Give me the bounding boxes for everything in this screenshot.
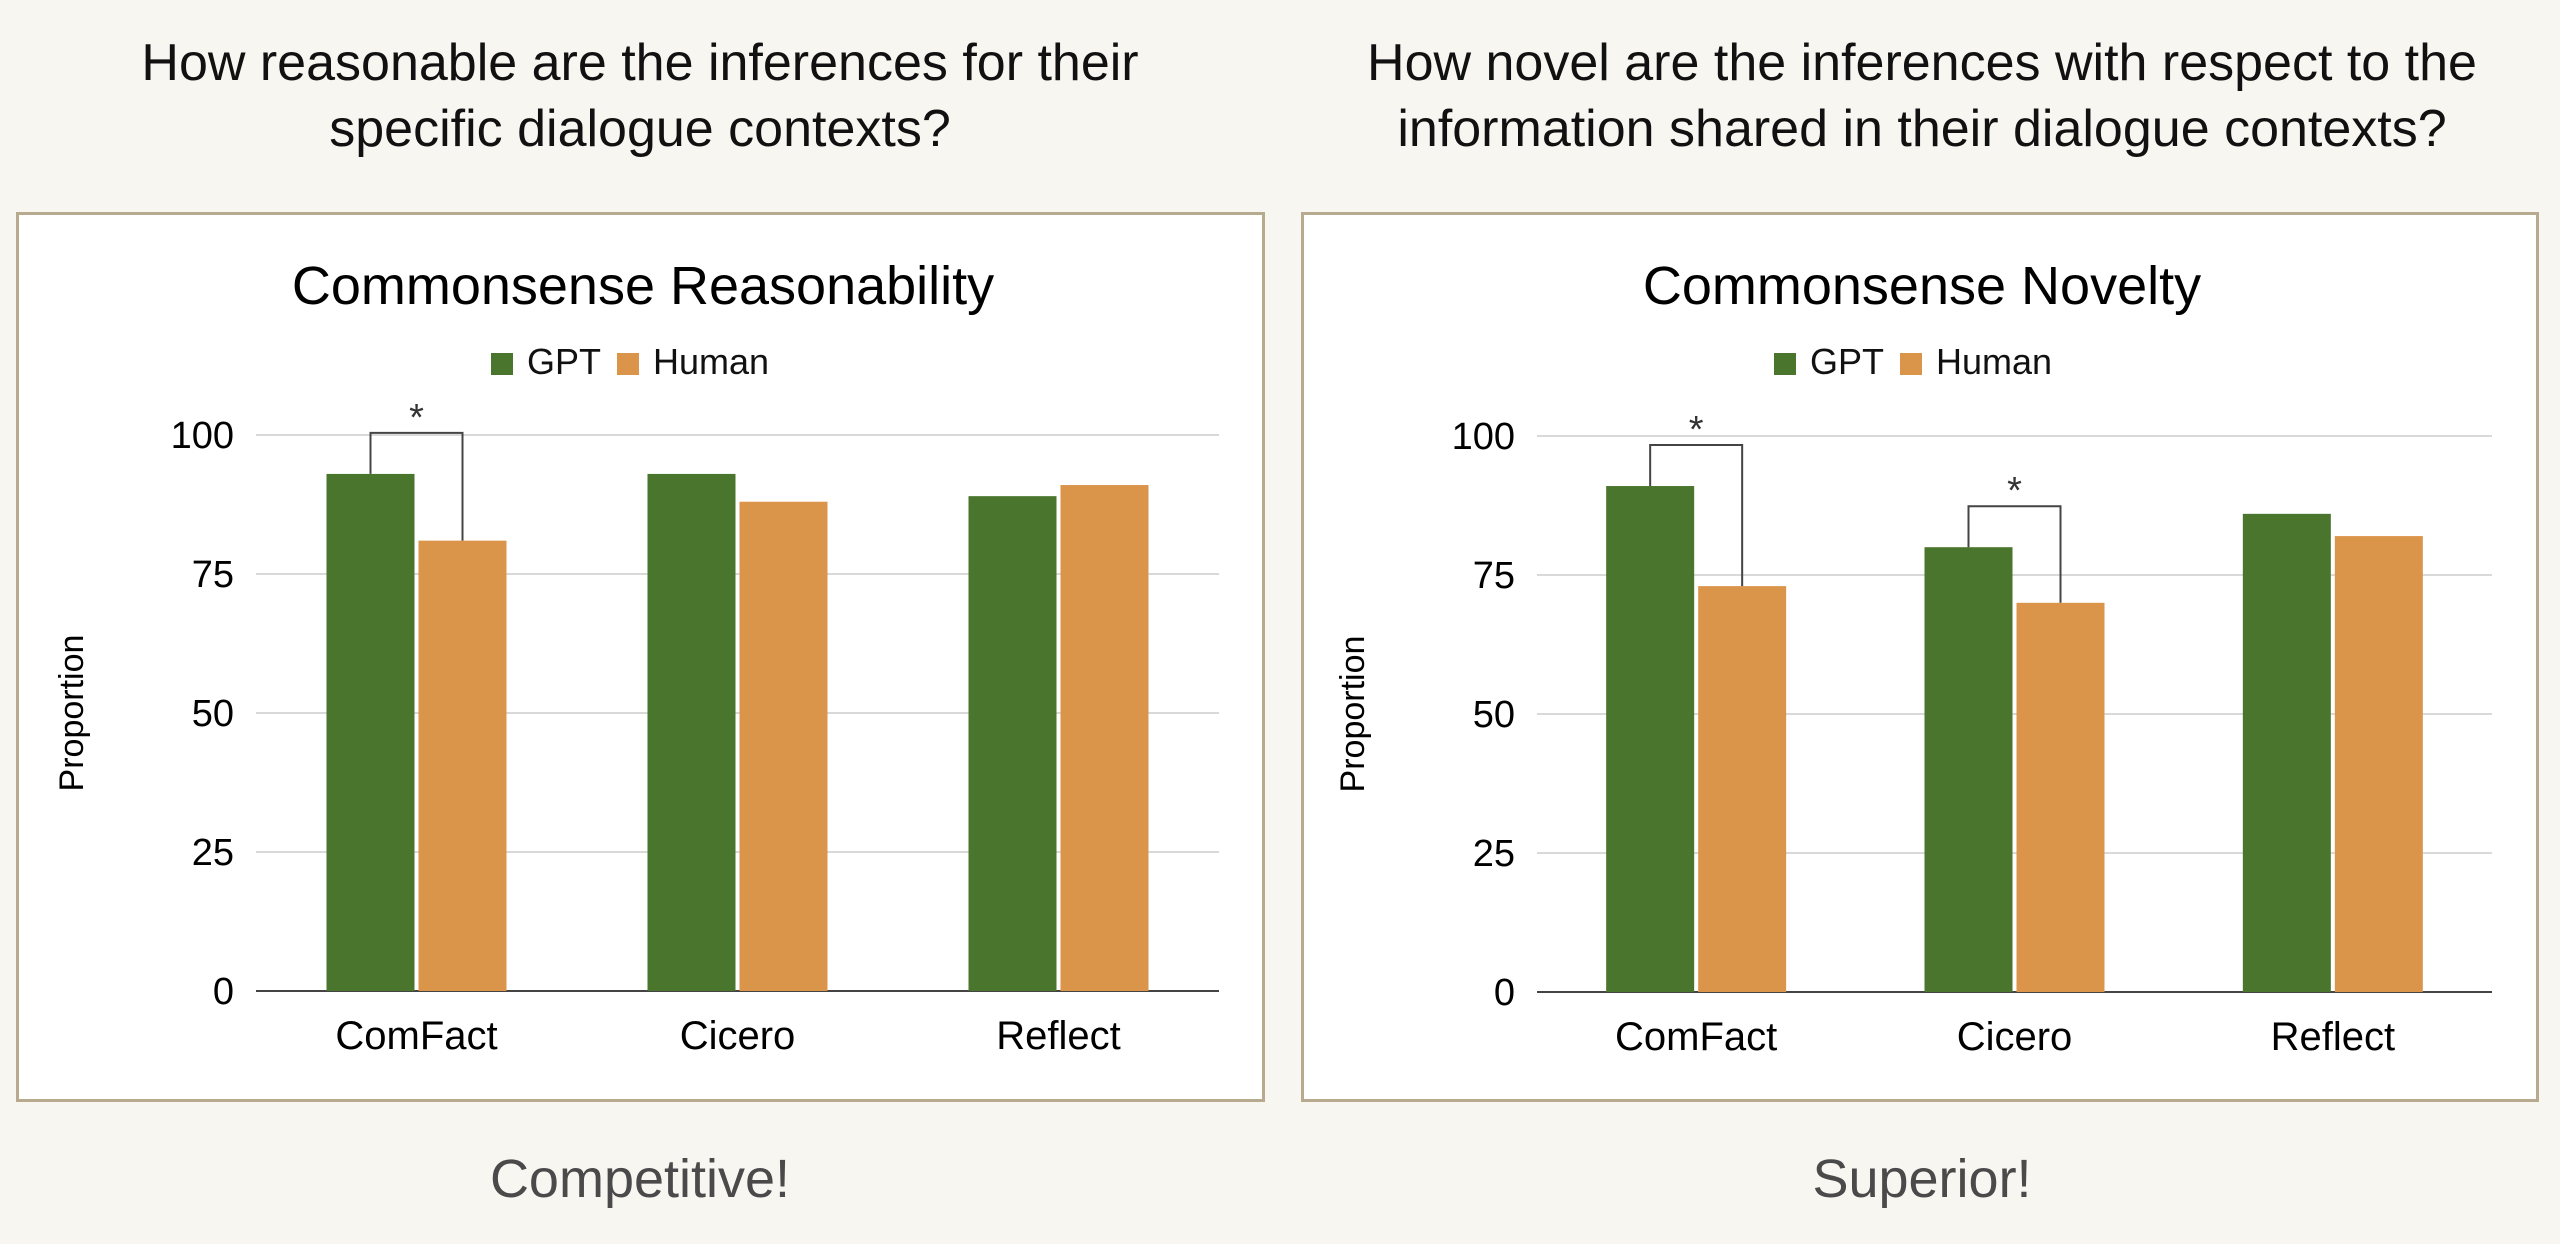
y-tick-label: 25: [1473, 833, 1515, 875]
x-tick-label: Cicero: [680, 1014, 796, 1058]
bar-gpt-comfact: [326, 473, 415, 991]
legend-swatch-human: [1900, 353, 1922, 375]
significance-bracket-cicero: [1967, 505, 2062, 603]
y-tick-label: 75: [192, 554, 234, 596]
bar-human-reflect: [1060, 485, 1149, 991]
question-left-line-2: specific dialogue contexts?: [329, 100, 951, 158]
legend-swatch-gpt: [1774, 353, 1796, 375]
legend-label-gpt: GPT: [1810, 341, 1884, 382]
bar-gpt-cicero: [1924, 547, 2013, 992]
verdict-right: Superior!: [1812, 1149, 2032, 1209]
bar-gpt-comfact: [1606, 486, 1695, 992]
question-right-line-2: information shared in their dialogue con…: [1397, 100, 2447, 158]
bar-human-comfact: [1698, 586, 1787, 992]
significance-marker-comfact: *: [1689, 409, 1704, 451]
x-tick-label: Reflect: [996, 1014, 1121, 1058]
y-tick-label: 75: [1473, 555, 1515, 597]
y-tick-label: 100: [1452, 416, 1515, 458]
chart-title: Commonsense Reasonability: [292, 256, 994, 316]
chart-panel-reasonability: Commonsense Reasonability GPT Human 0 25 50 75…: [16, 212, 1265, 1102]
significance-marker-cicero: *: [2007, 470, 2022, 512]
chart-panel-novelty: Commonsense Novelty GPT Human 0 25 50 75 100 Pro…: [1301, 212, 2539, 1102]
bar-human-comfact: [418, 540, 507, 991]
bar-human-reflect: [2334, 536, 2423, 992]
significance-bracket-comfact: [369, 431, 464, 541]
x-tick-label: ComFact: [335, 1014, 497, 1058]
y-tick-label: 50: [1473, 694, 1515, 736]
question-right-line-1: How novel are the inferences with respec…: [1367, 34, 2477, 92]
y-tick-label: 0: [1494, 972, 1515, 1014]
legend-label-human: Human: [653, 341, 769, 382]
x-tick-label: Reflect: [2271, 1015, 2396, 1059]
y-axis-label: Proportion: [53, 635, 91, 792]
bar-gpt-reflect: [968, 496, 1057, 991]
legend-label-gpt: GPT: [527, 341, 601, 382]
question-right: How novel are the inferences with respec…: [1292, 30, 2552, 162]
bar-human-cicero: [739, 501, 828, 991]
legend-label-human: Human: [1936, 341, 2052, 382]
question-left-line-1: How reasonable are the inferences for th…: [141, 34, 1139, 92]
y-axis-label: Proportion: [1334, 636, 1372, 793]
chart-title: Commonsense Novelty: [1643, 256, 2201, 316]
y-tick-label: 50: [192, 693, 234, 735]
bar-gpt-cicero: [647, 473, 736, 991]
legend-swatch-gpt: [491, 353, 513, 375]
chart-reasonability: Commonsense Reasonability GPT Human 0 25 50 75…: [53, 256, 1219, 1058]
x-tick-label: Cicero: [1957, 1015, 2073, 1059]
bar-human-cicero: [2016, 602, 2105, 992]
significance-bracket-comfact: [1649, 444, 1744, 587]
bar-gpt-reflect: [2242, 513, 2331, 992]
legend-swatch-human: [617, 353, 639, 375]
y-tick-label: 0: [213, 971, 234, 1013]
chart-novelty: Commonsense Novelty GPT Human 0 25 50 75 100 Pro…: [1334, 256, 2492, 1059]
verdict-left: Competitive!: [489, 1149, 791, 1209]
x-tick-label: ComFact: [1615, 1015, 1777, 1059]
y-tick-label: 100: [171, 415, 234, 457]
significance-marker-comfact: *: [409, 397, 424, 439]
y-tick-label: 25: [192, 832, 234, 874]
question-left: How reasonable are the inferences for th…: [10, 30, 1270, 162]
